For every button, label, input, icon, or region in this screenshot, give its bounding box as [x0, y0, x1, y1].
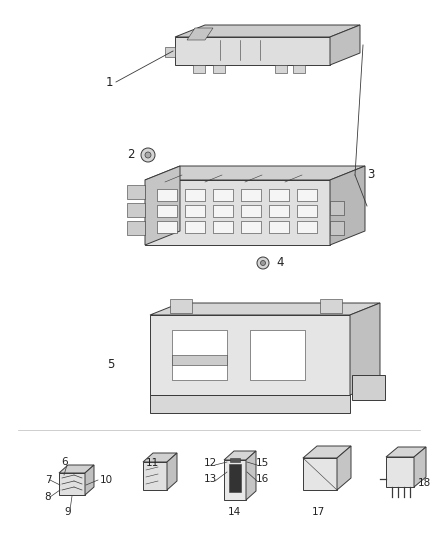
Text: 10: 10	[100, 475, 113, 485]
Polygon shape	[127, 203, 145, 217]
Polygon shape	[165, 47, 175, 57]
Text: 16: 16	[255, 474, 268, 484]
Polygon shape	[241, 189, 261, 201]
Polygon shape	[229, 464, 241, 492]
Circle shape	[261, 261, 265, 265]
Polygon shape	[330, 221, 344, 235]
Text: 14: 14	[227, 507, 240, 517]
Polygon shape	[330, 25, 360, 65]
Polygon shape	[224, 460, 246, 500]
Polygon shape	[269, 221, 289, 233]
Polygon shape	[213, 205, 233, 217]
Polygon shape	[193, 65, 205, 73]
Text: 11: 11	[145, 458, 159, 468]
Polygon shape	[175, 25, 360, 37]
Text: 12: 12	[203, 458, 217, 468]
Text: 9: 9	[65, 507, 71, 517]
Polygon shape	[330, 201, 344, 215]
Polygon shape	[185, 205, 205, 217]
Polygon shape	[246, 451, 256, 500]
Text: 4: 4	[276, 256, 283, 270]
Polygon shape	[172, 355, 227, 365]
Polygon shape	[241, 205, 261, 217]
Polygon shape	[320, 299, 342, 313]
Polygon shape	[143, 462, 167, 490]
Polygon shape	[127, 221, 145, 235]
Polygon shape	[386, 447, 426, 457]
Polygon shape	[150, 395, 350, 413]
Polygon shape	[213, 65, 225, 73]
Circle shape	[141, 148, 155, 162]
Circle shape	[145, 152, 151, 158]
Polygon shape	[157, 205, 177, 217]
Polygon shape	[175, 37, 330, 65]
Polygon shape	[145, 166, 365, 180]
Polygon shape	[337, 446, 351, 490]
Polygon shape	[352, 375, 385, 400]
Polygon shape	[224, 451, 256, 460]
Polygon shape	[303, 446, 351, 458]
Polygon shape	[185, 189, 205, 201]
Polygon shape	[297, 189, 317, 201]
Polygon shape	[145, 166, 180, 245]
Polygon shape	[213, 189, 233, 201]
Text: 13: 13	[203, 474, 217, 484]
Polygon shape	[59, 473, 85, 495]
Text: 7: 7	[45, 475, 51, 485]
Text: 18: 18	[418, 478, 431, 488]
Polygon shape	[150, 303, 380, 315]
Polygon shape	[85, 465, 94, 495]
Polygon shape	[330, 166, 365, 245]
Polygon shape	[303, 458, 337, 490]
Polygon shape	[167, 453, 177, 490]
Polygon shape	[185, 221, 205, 233]
Polygon shape	[59, 465, 94, 473]
Polygon shape	[157, 189, 177, 201]
Text: 2: 2	[127, 149, 135, 161]
Polygon shape	[187, 28, 213, 40]
Circle shape	[257, 257, 269, 269]
Polygon shape	[172, 330, 227, 380]
Polygon shape	[143, 453, 177, 462]
Text: 15: 15	[255, 458, 268, 468]
Text: 17: 17	[311, 507, 325, 517]
Polygon shape	[297, 205, 317, 217]
Polygon shape	[414, 447, 426, 487]
Text: 8: 8	[45, 492, 51, 502]
Text: 3: 3	[367, 168, 374, 182]
Polygon shape	[157, 221, 177, 233]
Text: 6: 6	[62, 457, 68, 467]
Polygon shape	[170, 299, 192, 313]
Polygon shape	[241, 221, 261, 233]
Polygon shape	[386, 457, 414, 487]
Text: 5: 5	[108, 359, 115, 372]
Polygon shape	[150, 315, 350, 395]
Polygon shape	[127, 185, 145, 199]
Polygon shape	[213, 221, 233, 233]
Polygon shape	[145, 180, 330, 245]
Polygon shape	[269, 205, 289, 217]
Polygon shape	[230, 458, 240, 462]
Text: 1: 1	[106, 76, 113, 88]
Polygon shape	[275, 65, 287, 73]
Polygon shape	[350, 303, 380, 395]
Polygon shape	[250, 330, 305, 380]
Polygon shape	[293, 65, 305, 73]
Polygon shape	[297, 221, 317, 233]
Polygon shape	[269, 189, 289, 201]
